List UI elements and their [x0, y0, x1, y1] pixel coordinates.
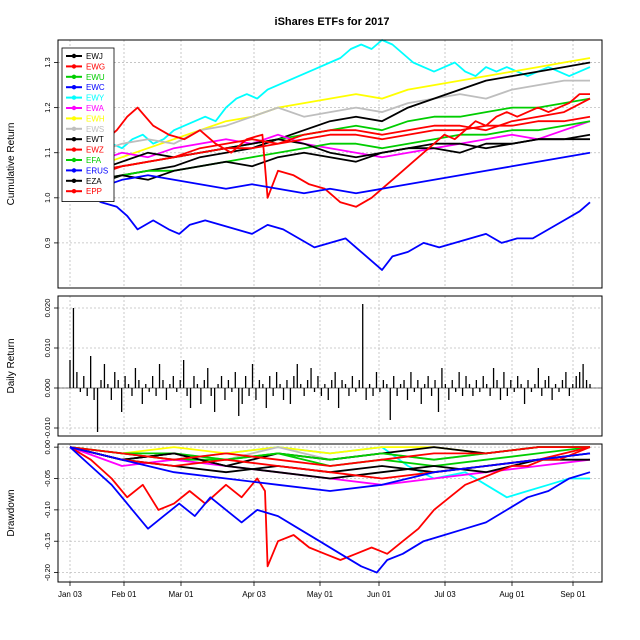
legend-item-ews: EWS — [66, 125, 104, 134]
y-tick-label: -0.20 — [43, 564, 52, 581]
series-line-ewt — [69, 133, 591, 181]
legend-marker — [71, 126, 77, 131]
legend-item-ewt: EWT — [66, 135, 104, 144]
x-tick-label: May 01 — [307, 590, 334, 599]
series-line-ewt — [69, 446, 591, 480]
legend-item-ewc: EWC — [66, 83, 105, 92]
legend-marker — [71, 85, 77, 90]
series-line-ewc — [69, 151, 591, 199]
legend-marker — [71, 157, 77, 163]
x-tick-label: Apr 03 — [242, 590, 266, 599]
legend-marker — [71, 137, 77, 142]
y-tick-label: -0.010 — [43, 417, 52, 438]
x-tick-label: Mar 01 — [169, 590, 194, 599]
series-line-ewc — [69, 446, 591, 492]
legend-box — [61, 47, 115, 203]
series-line-ews — [69, 79, 590, 168]
panel-frame — [57, 443, 603, 583]
legend-marker — [71, 147, 77, 152]
legend-item-ewz: EWZ — [66, 146, 104, 155]
y-tick-label: 1.0 — [43, 193, 52, 203]
legend-item-efa: EFA — [66, 156, 102, 165]
legend-item-ewg: EWG — [66, 62, 105, 71]
legend-label: ERUS — [86, 166, 108, 175]
series-line-ewj — [69, 61, 591, 190]
y-tick-label: 1.2 — [43, 102, 52, 112]
legend-marker — [71, 189, 77, 194]
panel-2: -0.010 0.000 0.010 0.020 Daily Return — [6, 295, 603, 439]
legend-item-ewj: EWJ — [66, 52, 103, 61]
legend-marker — [71, 178, 77, 183]
legend-label: EFA — [86, 156, 102, 165]
legend-label: EPP — [86, 187, 102, 196]
y-tick-label: 1.1 — [43, 148, 52, 158]
legend-marker — [71, 116, 77, 121]
y-axis-label: Drawdown — [6, 489, 17, 536]
chart-panels: 0.9 1.0 1.1 1.2 1.3 Cumulative Return -0.010 0.… — [6, 39, 603, 583]
legend-label: EWZ — [86, 146, 104, 155]
y-axis-label: Cumulative Return — [6, 123, 17, 206]
y-tick-label: -0.10 — [43, 501, 52, 518]
y-tick-label: 0.9 — [43, 238, 52, 248]
legend-item-ewa: EWA — [66, 104, 105, 113]
series-line-ewh — [69, 57, 591, 177]
legend-label: EWT — [86, 135, 104, 144]
series-line-epp — [69, 115, 591, 181]
panel-1: 0.9 1.0 1.1 1.2 1.3 Cumulative Return — [6, 39, 603, 289]
y-axis-label: Daily Return — [6, 338, 17, 393]
legend-marker — [71, 95, 77, 100]
y-tick-label: 0.010 — [43, 339, 52, 358]
legend-marker — [71, 64, 77, 69]
legend-label: EZA — [86, 177, 102, 186]
legend-item-eza: EZA — [66, 177, 102, 186]
x-tick-label: Aug 01 — [499, 590, 525, 599]
x-tick-label: Jun 01 — [367, 590, 392, 599]
legend-item-epp: EPP — [66, 187, 102, 196]
series-line-erus — [69, 183, 591, 271]
legend-label: EWA — [86, 104, 105, 113]
series-line-erus — [69, 446, 591, 574]
series-line-ewz — [69, 93, 590, 208]
panel-frame — [57, 39, 603, 289]
y-tick-label: -0.05 — [43, 470, 52, 487]
legend-marker — [71, 168, 77, 173]
legend-label: EWG — [86, 62, 105, 71]
legend-label: EWJ — [86, 52, 103, 61]
legend-label: EWY — [86, 94, 105, 103]
series-line-ewy — [69, 39, 591, 172]
x-axis: Jan 03 Feb 01 Mar 01 Apr 03 May 01 Jun 01 Jul … — [58, 582, 586, 599]
x-tick-label: Jul 03 — [434, 590, 456, 599]
legend-label: EWH — [86, 114, 105, 123]
panel-frame — [57, 295, 603, 437]
legend-item-ewu: EWU — [66, 73, 105, 82]
series-line-efa — [69, 120, 591, 186]
y-tick-label: 0.00 — [43, 440, 52, 455]
legend-marker — [71, 74, 77, 80]
y-tick-label: 0.000 — [43, 379, 52, 398]
series-line-epp — [69, 446, 590, 467]
chart-title: iShares ETFs for 2017 — [275, 16, 390, 28]
y-tick-label: -0.15 — [43, 533, 52, 550]
legend-label: EWS — [86, 125, 104, 134]
x-tick-label: Feb 01 — [112, 590, 137, 599]
series-line-ewz — [69, 446, 591, 568]
panel-3: -0.20 -0.15 -0.10 -0.05 0.00 Drawdown — [6, 440, 603, 583]
legend-item-ewy: EWY — [66, 94, 105, 103]
legend-marker — [71, 105, 77, 111]
legend-marker — [71, 53, 77, 59]
legend-label: EWU — [86, 73, 105, 82]
legend-item-ewh: EWH — [66, 114, 105, 123]
y-tick-label: 0.020 — [43, 299, 52, 318]
legend-label: EWC — [86, 83, 105, 92]
x-tick-label: Sep 01 — [560, 590, 586, 599]
legend-item-erus: ERUS — [66, 166, 108, 175]
x-tick-label: Jan 03 — [58, 590, 83, 599]
y-tick-label: 1.3 — [43, 57, 52, 67]
